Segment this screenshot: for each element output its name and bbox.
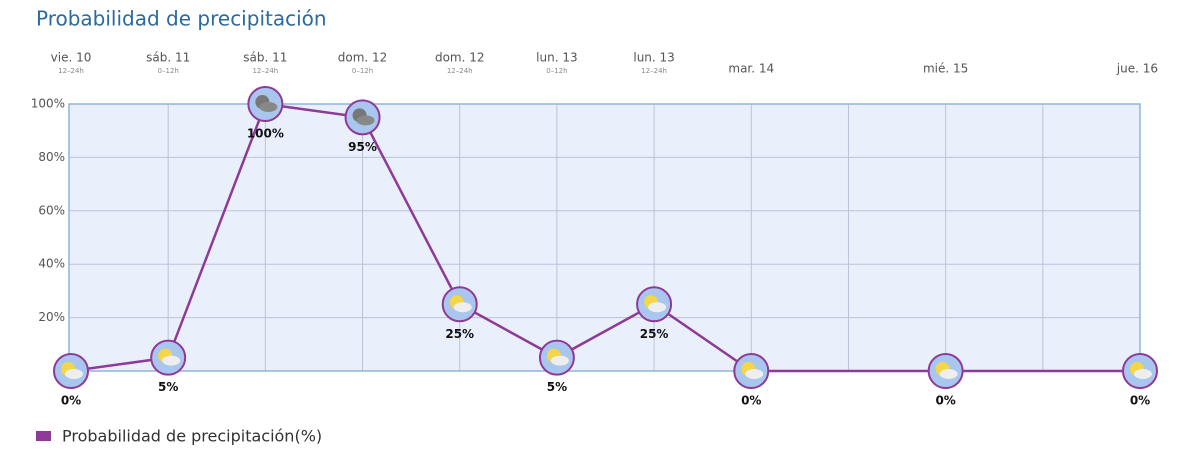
data-label: 95% <box>348 140 377 154</box>
x-tick-label: dom. 12 <box>338 51 388 65</box>
y-tick-label: 60% <box>38 203 65 217</box>
x-tick-label: sáb. 11 <box>243 51 287 65</box>
weather-icon-cloud <box>453 302 472 313</box>
x-tick-label: mar. 14 <box>728 62 774 76</box>
x-tick-label: dom. 12 <box>435 51 485 65</box>
legend-swatch <box>36 431 51 441</box>
weather-icon-cloud <box>259 102 278 112</box>
data-label: 5% <box>158 380 178 394</box>
x-tick-label: lun. 13 <box>536 51 577 65</box>
data-label: 0% <box>935 394 955 408</box>
x-tick-sublabel: 12–24h <box>641 67 667 75</box>
y-tick-label: 100% <box>31 97 65 111</box>
x-tick-sublabel: 12–24h <box>58 67 84 75</box>
data-label: 5% <box>547 380 567 394</box>
x-tick-label: lun. 13 <box>633 51 674 65</box>
x-tick-label: mié. 15 <box>923 62 968 76</box>
data-label: 100% <box>247 127 284 141</box>
data-label: 0% <box>1130 394 1150 408</box>
weather-icon-cloud <box>356 115 375 126</box>
legend-label: Probabilidad de precipitación(%) <box>62 427 322 446</box>
data-label: 0% <box>741 394 761 408</box>
x-tick-label: jue. 16 <box>1116 62 1158 76</box>
weather-icon-cloud <box>65 369 83 379</box>
data-label: 0% <box>61 394 81 408</box>
weather-icon-cloud <box>939 369 958 379</box>
x-tick-label: sáb. 11 <box>146 51 190 65</box>
x-tick-sublabel: 12–24h <box>447 67 473 75</box>
chart-title: Probabilidad de precipitación <box>36 7 327 31</box>
weather-icon-cloud <box>745 369 764 379</box>
x-tick-sublabel: 0–12h <box>546 67 567 75</box>
data-label: 25% <box>445 327 474 341</box>
x-tick-sublabel: 12–24h <box>252 67 278 75</box>
plot-border <box>68 103 1141 372</box>
weather-icon-cloud <box>162 355 181 366</box>
x-tick-sublabel: 0–12h <box>158 67 179 75</box>
data-label: 25% <box>640 327 669 341</box>
y-tick-label: 20% <box>38 310 65 324</box>
y-tick-label: 80% <box>38 150 65 164</box>
weather-icon-cloud <box>550 355 569 366</box>
line <box>70 102 1140 373</box>
weather-icon-cloud <box>648 302 667 313</box>
x-tick-sublabel: 0–12h <box>352 67 373 75</box>
weather-icon-cloud <box>1134 369 1152 379</box>
x-tick-label: vie. 10 <box>51 51 92 65</box>
y-tick-label: 40% <box>38 257 65 271</box>
